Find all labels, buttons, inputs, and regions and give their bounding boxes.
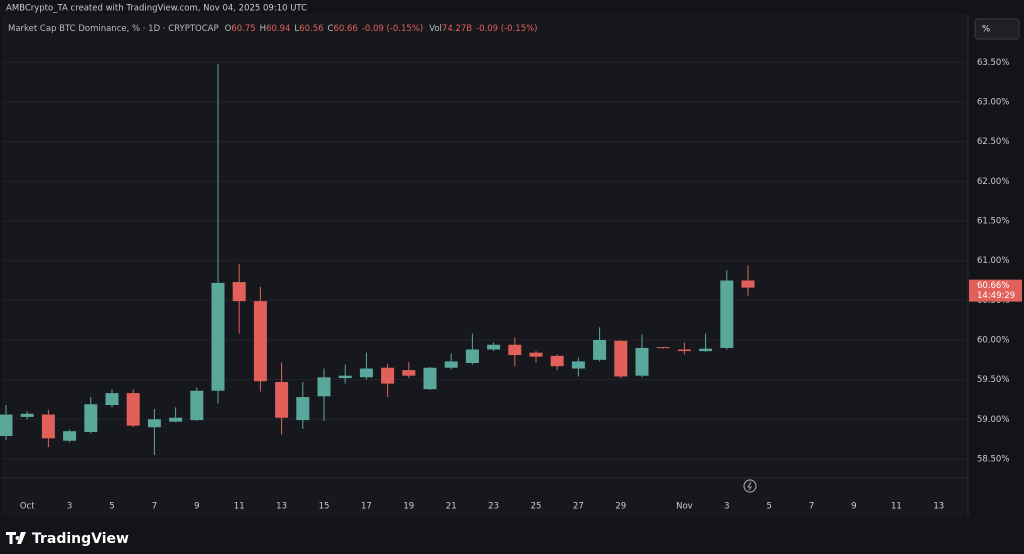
x-tick-label: 5 [766,502,771,512]
candle-body [0,414,13,436]
candle-body [317,377,331,397]
legend-field-label: C [328,24,334,34]
candle-body [41,414,55,439]
candle-body [656,347,670,349]
y-tick-label: 61.00% [977,256,1009,266]
brand-name: TradingView [32,531,129,547]
legend-field-value: 60.75 [231,24,255,34]
x-tick-label: 17 [361,502,372,512]
x-tick-label: 19 [403,502,414,512]
legend-field-label: O [225,24,232,34]
icon-bolt[interactable] [747,481,753,491]
x-tick-label: 21 [446,502,457,512]
x-tick-label: 23 [488,502,499,512]
y-tick-label: 62.50% [977,137,1009,147]
legend-field-value: 60.94 [266,24,290,34]
candle-body [720,280,734,348]
candle-body [550,355,564,367]
x-tick-label: 5 [109,502,114,512]
scale-button[interactable] [974,18,1020,40]
last-price-tag [969,279,1022,302]
legend-field-label: H [260,24,266,34]
candle-body [20,413,34,417]
candle-body [232,282,246,302]
candle-body [381,367,395,384]
x-tick-label: Oct [20,502,35,512]
candle-body [63,431,77,441]
candle-body [487,344,501,350]
candle-body [105,393,119,406]
credit: AMBCrypto_TA created with TradingView.co… [6,4,307,14]
candle-body [444,361,458,368]
y-tick-label: 61.50% [977,217,1009,227]
legend: Market Cap BTC Dominance, % · 1D · CRYPT… [8,24,538,34]
candle-body [614,340,628,377]
legend-change: -0.09 (-0.15%) [362,24,423,34]
candle-body [529,352,543,357]
x-tick-label: 13 [276,502,287,512]
brand-logo [6,532,26,544]
x-tick-label: 7 [152,502,157,512]
candle-body [423,367,437,390]
candle-body [275,382,289,418]
candle-body [169,417,183,422]
x-tick-label: 29 [615,502,626,512]
legend-title: Market Cap BTC Dominance, % · 1D · CRYPT… [8,24,219,34]
icon-circle[interactable] [743,479,757,493]
candle-body [677,349,691,352]
candle-body [741,280,755,288]
candle-body [593,339,607,360]
candle-body [147,419,161,428]
candle-body [571,361,585,369]
x-tick-label: 11 [234,502,245,512]
legend-field-value: 60.66 [333,24,357,34]
x-tick-label: 15 [319,502,330,512]
candle-body [253,301,267,382]
y-tick-label: 63.00% [977,98,1009,108]
legend-volume-label: Vol [429,24,442,34]
x-tick-label: 25 [531,502,542,512]
candle-body [508,344,522,356]
candle-body [465,349,479,363]
candle-body [126,393,140,426]
candle-body [359,368,373,378]
candle-body [338,375,352,379]
x-tick-label: 9 [194,502,199,512]
brand: TradingView [6,531,129,547]
candle-body [402,370,416,376]
x-tick-label: 11 [891,502,902,512]
x-tick-label: Nov [676,502,693,512]
plot-area [2,14,968,516]
legend-volume-change: -0.09 (-0.15%) [476,24,537,34]
legend-volume: 74.27B [442,24,472,34]
x-tick-label: 3 [67,502,72,512]
candle-body [635,347,649,376]
y-tick-label: 63.50% [977,58,1009,68]
x-tick-label: 13 [933,502,944,512]
y-tick-label: 59.00% [977,415,1009,425]
legend-field-value: 60.56 [299,24,323,34]
x-tick-label: 27 [573,502,584,512]
y-tick-label: 58.50% [977,454,1009,464]
x-tick-label: 3 [724,502,729,512]
legend-field-label: L [294,24,299,34]
x-tick-label: 9 [851,502,856,512]
y-tick-label: 59.50% [977,375,1009,385]
candle-body [296,397,310,421]
candle-body [84,404,98,432]
replay-icon[interactable] [743,479,757,493]
y-tick-label: 60.00% [977,335,1009,345]
countdown: 14:49:29 [977,291,1015,301]
y-tick-label: 62.00% [977,177,1009,187]
candle-body [211,282,225,391]
candle-body [699,348,713,352]
last-price-label: 60.66% [977,281,1009,291]
x-tick-label: 7 [809,502,814,512]
candle-body [190,390,204,421]
scale-button-label[interactable]: % [982,25,990,35]
